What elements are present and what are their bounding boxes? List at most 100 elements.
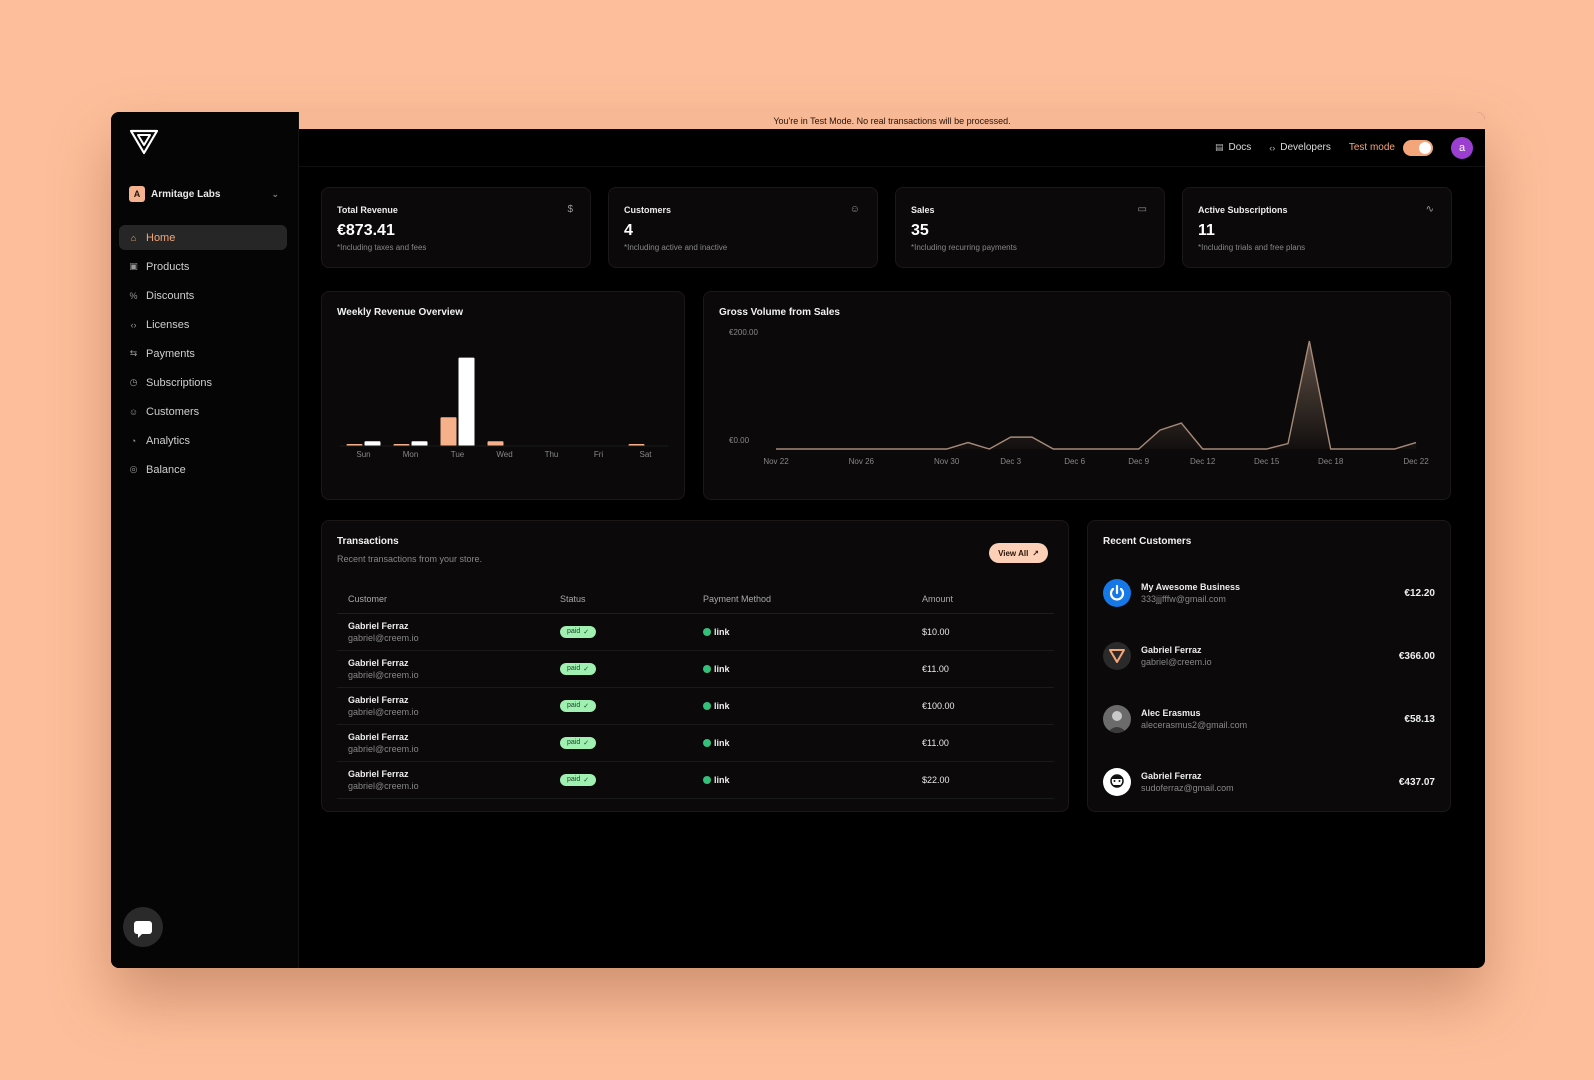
check-icon: ✓ [583, 665, 590, 673]
stat-value: 4 [624, 222, 633, 239]
org-switcher[interactable]: A Armitage Labs ⌄ [129, 184, 279, 204]
payment-method: link [714, 700, 730, 711]
x-tick-label: Nov 30 [934, 457, 960, 466]
x-tick-label: Wed [496, 450, 512, 459]
gross-volume-card: Gross Volume from Sales €200.00 €0.00 Nov … [703, 291, 1451, 500]
payment-method: link [714, 737, 730, 748]
view-all-button[interactable]: View All ↗ [989, 543, 1048, 563]
volume-line [776, 340, 1417, 450]
view-all-label: View All [998, 548, 1029, 558]
list-item[interactable]: My Awesome Business 333jjjfffw@gmail.com €… [1103, 573, 1435, 613]
sidebar-nav: ⌂ Home ▣ Products % Discounts ‹› Licenses ⇆ Payme… [119, 225, 287, 486]
sidebar-item-subscriptions[interactable]: ◷ Subscriptions [119, 370, 287, 395]
book-icon: ▤ [1214, 142, 1224, 152]
payment-method: link [714, 774, 730, 785]
link-icon [703, 738, 711, 747]
status-label: paid [567, 739, 581, 747]
sidebar-item-payments[interactable]: ⇆ Payments [119, 341, 287, 366]
x-tick-label: Fri [594, 450, 604, 459]
link-icon [703, 701, 711, 710]
link-icon [703, 664, 711, 673]
column-header-customer: Customer [337, 586, 560, 614]
user-avatar[interactable]: a [1451, 136, 1473, 159]
status-cell: paid ✓ [560, 650, 703, 688]
customer-info: Gabriel Ferraz sudoferraz@gmail.com [1141, 771, 1234, 793]
sidebar-item-analytics[interactable]: ◔ Analytics [119, 428, 287, 453]
customer-email: 333jjjfffw@gmail.com [1141, 594, 1226, 604]
status-label: paid [567, 776, 581, 784]
sidebar-item-balance[interactable]: ◎ Balance [119, 457, 287, 482]
check-icon: ✓ [583, 702, 590, 710]
docs-link[interactable]: ▤ Docs [1215, 142, 1251, 153]
customer-info: Alec Erasmus alecerasmus2@gmail.com [1141, 708, 1247, 730]
customer-name: Gabriel Ferraz [1141, 645, 1202, 655]
customer-name: Gabriel Ferraz [348, 694, 409, 705]
sidebar-item-label: Subscriptions [146, 376, 213, 389]
stat-card-total-revenue: Total Revenue $ €873.41 *Including taxes an… [321, 187, 591, 268]
table-row[interactable]: Gabriel Ferraz gabriel@creem.io paid ✓ link €… [337, 724, 1054, 762]
sidebar-item-label: Discounts [146, 289, 195, 302]
transactions-card: Transactions Recent transactions from yo… [321, 520, 1069, 812]
customer-amount: €366.00 [1398, 650, 1435, 662]
developers-link[interactable]: ‹› Developers [1269, 142, 1331, 153]
customer-email: gabriel@creem.io [348, 743, 419, 754]
chat-icon [134, 920, 152, 938]
status-label: paid [567, 628, 581, 636]
status-cell: paid ✓ [560, 613, 703, 651]
customer-email: gabriel@creem.io [1141, 657, 1212, 667]
top-bar: ▤ Docs ‹› Developers Test mode a [299, 129, 1485, 167]
check-icon: ✓ [583, 628, 590, 636]
list-item[interactable]: Gabriel Ferraz gabriel@creem.io €366.00 [1103, 636, 1435, 676]
x-tick-label: Dec 18 [1318, 457, 1344, 466]
payment-method-cell: link [703, 761, 922, 799]
customer-email: gabriel@creem.io [348, 780, 419, 791]
stat-title: Sales [911, 205, 935, 215]
column-header-status: Status [560, 586, 703, 614]
link-icon [703, 627, 711, 636]
gross-volume-title: Gross Volume from Sales [719, 307, 840, 318]
stat-users-icon: ☺ [849, 204, 860, 215]
brand-logo[interactable] [129, 128, 159, 156]
table-header-row: Customer Status Payment Method Amount [337, 586, 1054, 614]
amount-cell: $22.00 [922, 761, 1054, 799]
stat-title: Active Subscriptions [1198, 205, 1288, 215]
test-mode-toggle[interactable] [1403, 139, 1433, 156]
sidebar-item-customers[interactable]: ☺ Customers [119, 399, 287, 424]
customer-cell: Gabriel Ferraz gabriel@creem.io [337, 687, 560, 725]
weekly-revenue-title: Weekly Revenue Overview [337, 307, 463, 318]
table-row[interactable]: Gabriel Ferraz gabriel@creem.io paid ✓ link $… [337, 613, 1054, 651]
amount-cell: $10.00 [922, 613, 1054, 651]
stat-note: *Including recurring payments [911, 243, 1017, 252]
bar-mon-2 [411, 441, 428, 446]
table-row[interactable]: Gabriel Ferraz gabriel@creem.io paid ✓ link $… [337, 761, 1054, 799]
x-tick-label: Nov 26 [849, 457, 875, 466]
chat-button[interactable] [123, 907, 163, 947]
home-icon: ⌂ [130, 232, 137, 243]
users-icon: ☺ [128, 406, 139, 417]
sidebar-item-products[interactable]: ▣ Products [119, 254, 287, 279]
x-tick-label: Thu [545, 450, 559, 459]
sidebar-item-licenses[interactable]: ‹› Licenses [119, 312, 287, 337]
stat-value: 11 [1198, 222, 1215, 239]
test-mode-banner: You're in Test Mode. No real transaction… [299, 112, 1485, 129]
sidebar-item-discounts[interactable]: % Discounts [119, 283, 287, 308]
list-item[interactable]: Gabriel Ferraz sudoferraz@gmail.com €437.0… [1103, 762, 1435, 802]
table-row[interactable]: Gabriel Ferraz gabriel@creem.io paid ✓ link €… [337, 650, 1054, 688]
x-tick-label: Dec 12 [1190, 457, 1216, 466]
table-row[interactable]: Gabriel Ferraz gabriel@creem.io paid ✓ link €… [337, 687, 1054, 725]
weekly-revenue-chart: Sun Mon Tue Wed Thu Fri Sat [340, 357, 668, 459]
link-icon [703, 775, 711, 784]
y-tick-label: €0.00 [729, 436, 750, 445]
x-tick-label: Dec 3 [1000, 457, 1021, 466]
stat-pulse-icon: ∿ [1425, 204, 1434, 215]
pie-icon: ◔ [130, 435, 137, 446]
customer-email: gabriel@creem.io [348, 632, 419, 643]
customer-cell: Gabriel Ferraz gabriel@creem.io [337, 724, 560, 762]
list-item[interactable]: Alec Erasmus alecerasmus2@gmail.com €58.13 [1103, 699, 1435, 739]
main-area: You're in Test Mode. No real transaction… [299, 112, 1485, 968]
customer-cell: Gabriel Ferraz gabriel@creem.io [337, 761, 560, 799]
payment-method-cell: link [703, 650, 922, 688]
payment-method: link [714, 626, 730, 637]
sidebar-item-home[interactable]: ⌂ Home [119, 225, 287, 250]
amount-cell: €11.00 [922, 724, 1054, 762]
